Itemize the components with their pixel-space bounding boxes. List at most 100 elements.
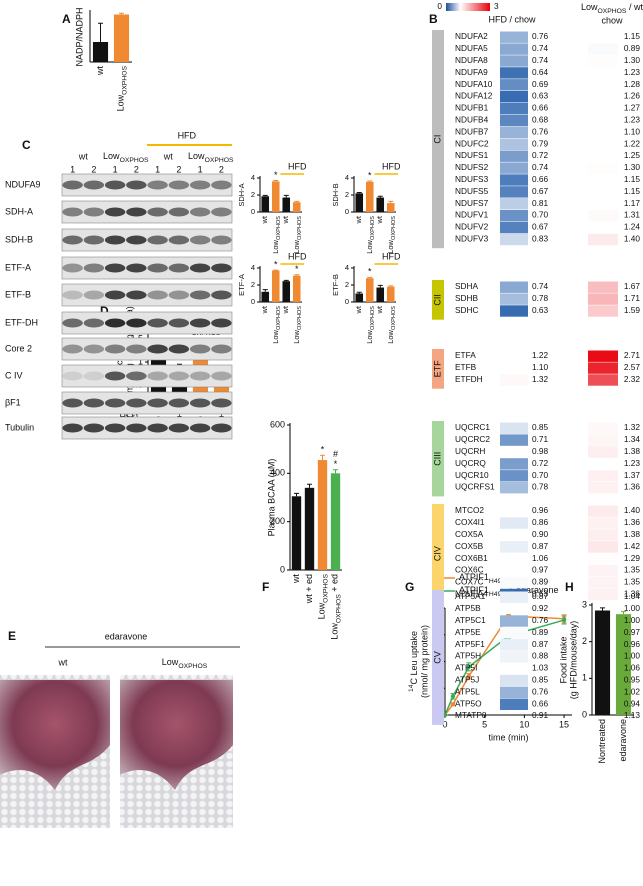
protein-label: SDH-A <box>5 206 33 216</box>
blot-band <box>189 207 211 217</box>
blot-strip <box>61 337 233 361</box>
heat-cell <box>588 293 618 305</box>
annotation: * <box>274 260 278 270</box>
fold-change: 0.94 <box>624 698 641 708</box>
heat-cell <box>588 529 618 541</box>
complex-bar <box>432 421 444 497</box>
x-tick-label-part: OXPHOS <box>122 66 129 95</box>
fold-change: 0.74 <box>532 55 549 65</box>
bar <box>92 42 109 62</box>
fold-change: 0.97 <box>532 565 549 575</box>
fold-change: 0.78 <box>532 482 549 492</box>
gene-name: NDUFV1 <box>455 210 489 220</box>
fold-change: 0.95 <box>624 674 641 684</box>
gene-name: NDUFS3 <box>455 174 489 184</box>
gene-name: NDUFC2 <box>455 138 489 148</box>
y-tick-label: 2 <box>345 280 349 289</box>
error-bar <box>388 200 394 204</box>
bar <box>304 487 315 570</box>
blot-band <box>168 180 190 190</box>
x-tick-label: wt <box>95 66 105 76</box>
x-tick-label: wt <box>291 574 301 584</box>
blot-strip <box>61 200 233 224</box>
fold-change: 1.25 <box>624 150 641 160</box>
blot-strip <box>61 283 233 307</box>
fold-change: 0.66 <box>532 698 549 708</box>
fold-change: 0.63 <box>532 305 549 315</box>
gene-name: COX6C <box>455 565 484 575</box>
gene-name: COX5B <box>455 541 484 551</box>
fold-change: 0.90 <box>532 529 549 539</box>
group-label: HFD <box>288 251 307 261</box>
fold-change: 1.26 <box>624 91 641 101</box>
blot-band <box>189 398 211 408</box>
fold-change: 1.23 <box>624 114 641 124</box>
blot-band <box>189 290 211 300</box>
heat-cell <box>588 374 618 386</box>
blot-band <box>104 423 126 433</box>
heat-cell <box>588 43 618 55</box>
bar <box>376 287 385 302</box>
fold-change: 0.85 <box>532 674 549 684</box>
blot-band <box>211 398 232 408</box>
bar <box>355 193 364 212</box>
panel-label: C <box>22 138 31 152</box>
x-tick-label-part: OXPHOS <box>370 216 376 240</box>
annotation: * <box>368 170 372 180</box>
fold-change: 0.67 <box>532 186 549 196</box>
x-tick-label-part: Low <box>330 623 340 640</box>
blot-band <box>147 423 168 433</box>
fold-change: 1.00 <box>624 651 641 661</box>
error-bar <box>294 274 300 276</box>
gene-name: COX7C <box>455 577 484 587</box>
fold-change: 0.63 <box>532 588 549 598</box>
blot-band <box>168 344 190 354</box>
colorbar-label: 0 <box>437 1 442 11</box>
blot-band <box>147 263 168 273</box>
bar <box>282 197 291 212</box>
lane-number: 1 <box>155 164 160 174</box>
heat-cell <box>588 446 618 458</box>
gene-name: NDUFA8 <box>455 55 488 65</box>
blot-band <box>62 371 83 381</box>
blot-band <box>104 371 126 381</box>
heat-cell <box>588 517 618 529</box>
blot-band <box>104 180 126 190</box>
gene-name: ETFDH <box>455 374 483 384</box>
blot-strip <box>61 364 233 388</box>
blot-band <box>211 344 232 354</box>
fold-change: 0.71 <box>532 434 549 444</box>
y-tick-label: 2 <box>345 190 349 199</box>
fold-change: 1.23 <box>624 67 641 77</box>
fold-change: 1.32 <box>532 374 549 384</box>
fold-change: 1.28 <box>624 79 641 89</box>
x-tick-label: - <box>157 411 160 421</box>
gene-name: NDUFS1 <box>455 150 489 160</box>
x-tick-label-part: OXPHOS <box>336 594 343 623</box>
blot-band <box>126 263 147 273</box>
heat-cell <box>500 43 528 55</box>
protein-label: NDUFA9 <box>5 179 41 189</box>
x-tick-label: 10 <box>519 719 529 729</box>
heat-cell <box>588 541 618 553</box>
x-axis-label: time (min) <box>489 732 529 742</box>
y-tick-label: 1 <box>138 356 143 366</box>
bar <box>317 460 328 570</box>
bar <box>594 610 611 715</box>
fold-change: 0.85 <box>532 422 549 432</box>
gene-name: COX5A <box>455 529 484 539</box>
fold-change: 0.97 <box>624 627 641 637</box>
genotype-label-part: Low <box>103 151 120 161</box>
group-label: HFD <box>178 130 197 140</box>
gene-name: NDUFV3 <box>455 233 489 243</box>
heat-cell <box>588 422 618 434</box>
heat-cell <box>500 458 528 470</box>
fold-change: 0.72 <box>532 150 549 160</box>
blot-band <box>189 423 211 433</box>
bar <box>365 181 374 212</box>
heat-cell <box>500 482 528 494</box>
blot-band <box>83 318 105 328</box>
bar <box>376 197 385 212</box>
error-bar <box>333 469 338 474</box>
heat-cell <box>500 422 528 434</box>
